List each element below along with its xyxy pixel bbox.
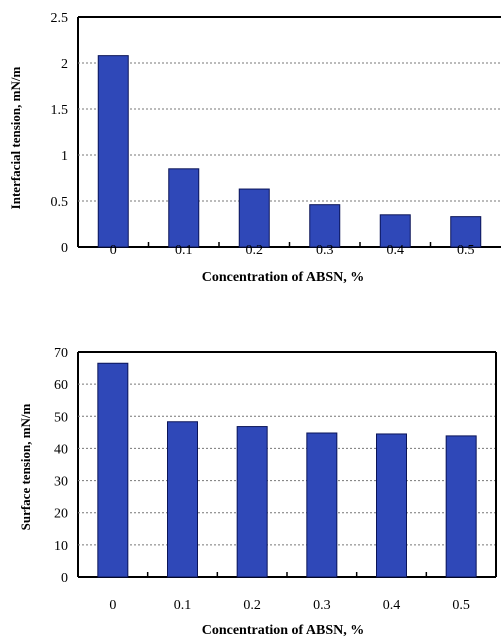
bar <box>97 362 129 578</box>
y-tick-label: 30 <box>54 475 68 490</box>
bar <box>306 432 338 578</box>
x-tick-label: 0.1 <box>175 243 193 258</box>
x-tick-label: 0.3 <box>316 243 334 258</box>
bars <box>97 362 477 578</box>
y-tick-label: 40 <box>54 442 68 457</box>
y-tick-label: 2 <box>61 57 68 72</box>
x-axis-label: Concentration of ABSN, % <box>202 270 365 285</box>
x-tick-labels: 0 0.1 0.2 0.3 0.4 0.5 <box>110 242 475 258</box>
y-tick-label: 20 <box>54 507 68 522</box>
x-axis-label: Concentration of ABSN, % <box>202 623 365 638</box>
bar <box>379 214 411 248</box>
bars <box>97 55 482 248</box>
gridlines <box>78 16 501 202</box>
x-tick-label: 0.4 <box>387 243 405 258</box>
y-tick-labels: 0 10 20 30 40 50 60 70 <box>54 346 68 586</box>
y-tick-label: 1 <box>61 149 68 164</box>
y-tick-label: 60 <box>54 378 68 393</box>
y-tick-label: 70 <box>54 346 68 361</box>
bar <box>236 426 268 578</box>
bar <box>167 421 198 578</box>
y-tick-label: 2.5 <box>51 11 69 26</box>
y-tick-label: 0 <box>61 571 68 586</box>
x-tick-label: 0.1 <box>174 598 192 613</box>
bar <box>97 55 129 248</box>
x-tick-label: 0.5 <box>457 243 475 258</box>
y-tick-label: 1.5 <box>51 103 69 118</box>
x-tick-label: 0 <box>110 243 117 258</box>
x-tick-label: 0.5 <box>452 598 470 613</box>
x-tick-labels: 0 0.1 0.2 0.3 0.4 0.5 <box>109 572 470 613</box>
y-axis-label: Interfacial tension, mN/m <box>8 67 23 210</box>
y-tick-label: 0.5 <box>51 195 69 210</box>
x-tick-label: 0 <box>109 598 116 613</box>
bar <box>168 168 200 248</box>
x-tick-label: 0.4 <box>383 598 401 613</box>
y-tick-label: 50 <box>54 410 68 425</box>
interfacial-tension-chart: 0 0.5 1 1.5 2 2.5 0 0.1 0.2 0.3 0.4 0.5 Concentrat… <box>8 11 501 285</box>
y-tick-label: 0 <box>61 241 68 256</box>
y-tick-labels: 0 0.5 1 1.5 2 2.5 <box>51 11 69 256</box>
bar <box>445 435 477 578</box>
x-tick-label: 0.2 <box>246 243 264 258</box>
bar <box>376 433 407 578</box>
bar <box>450 216 482 248</box>
y-tick-label: 10 <box>54 539 68 554</box>
gridlines <box>78 351 496 546</box>
bar <box>309 204 341 248</box>
y-axis-label: Surface tension, mN/m <box>18 403 33 530</box>
x-tick-label: 0.3 <box>313 598 331 613</box>
bar <box>238 188 270 248</box>
x-tick-label: 0.2 <box>243 598 261 613</box>
surface-tension-chart: 0 10 20 30 40 50 60 70 0 0.1 0.2 0.3 0.4 0.5 Concent… <box>18 346 497 638</box>
